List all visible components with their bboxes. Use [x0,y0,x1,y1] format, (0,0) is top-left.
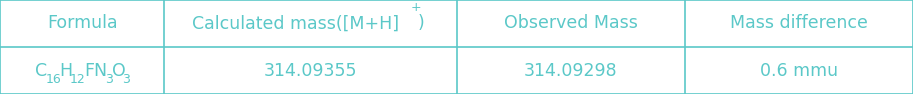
Text: 314.09298: 314.09298 [524,61,617,80]
Text: C: C [36,61,47,80]
Text: 16: 16 [46,73,62,86]
Text: 3: 3 [122,73,130,86]
Text: 12: 12 [70,73,86,86]
Text: H: H [59,61,73,80]
Text: 0.6 mmu: 0.6 mmu [760,61,838,80]
Text: ): ) [418,14,425,33]
Text: 314.09355: 314.09355 [264,61,357,80]
Text: Observed Mass: Observed Mass [504,14,637,33]
Text: Formula: Formula [47,14,118,33]
Text: FN: FN [84,61,107,80]
Text: +: + [411,1,422,14]
Text: Mass difference: Mass difference [729,14,868,33]
Text: 3: 3 [105,73,112,86]
Text: O: O [111,61,125,80]
Text: Calculated mass([M+H]: Calculated mass([M+H] [193,14,400,33]
